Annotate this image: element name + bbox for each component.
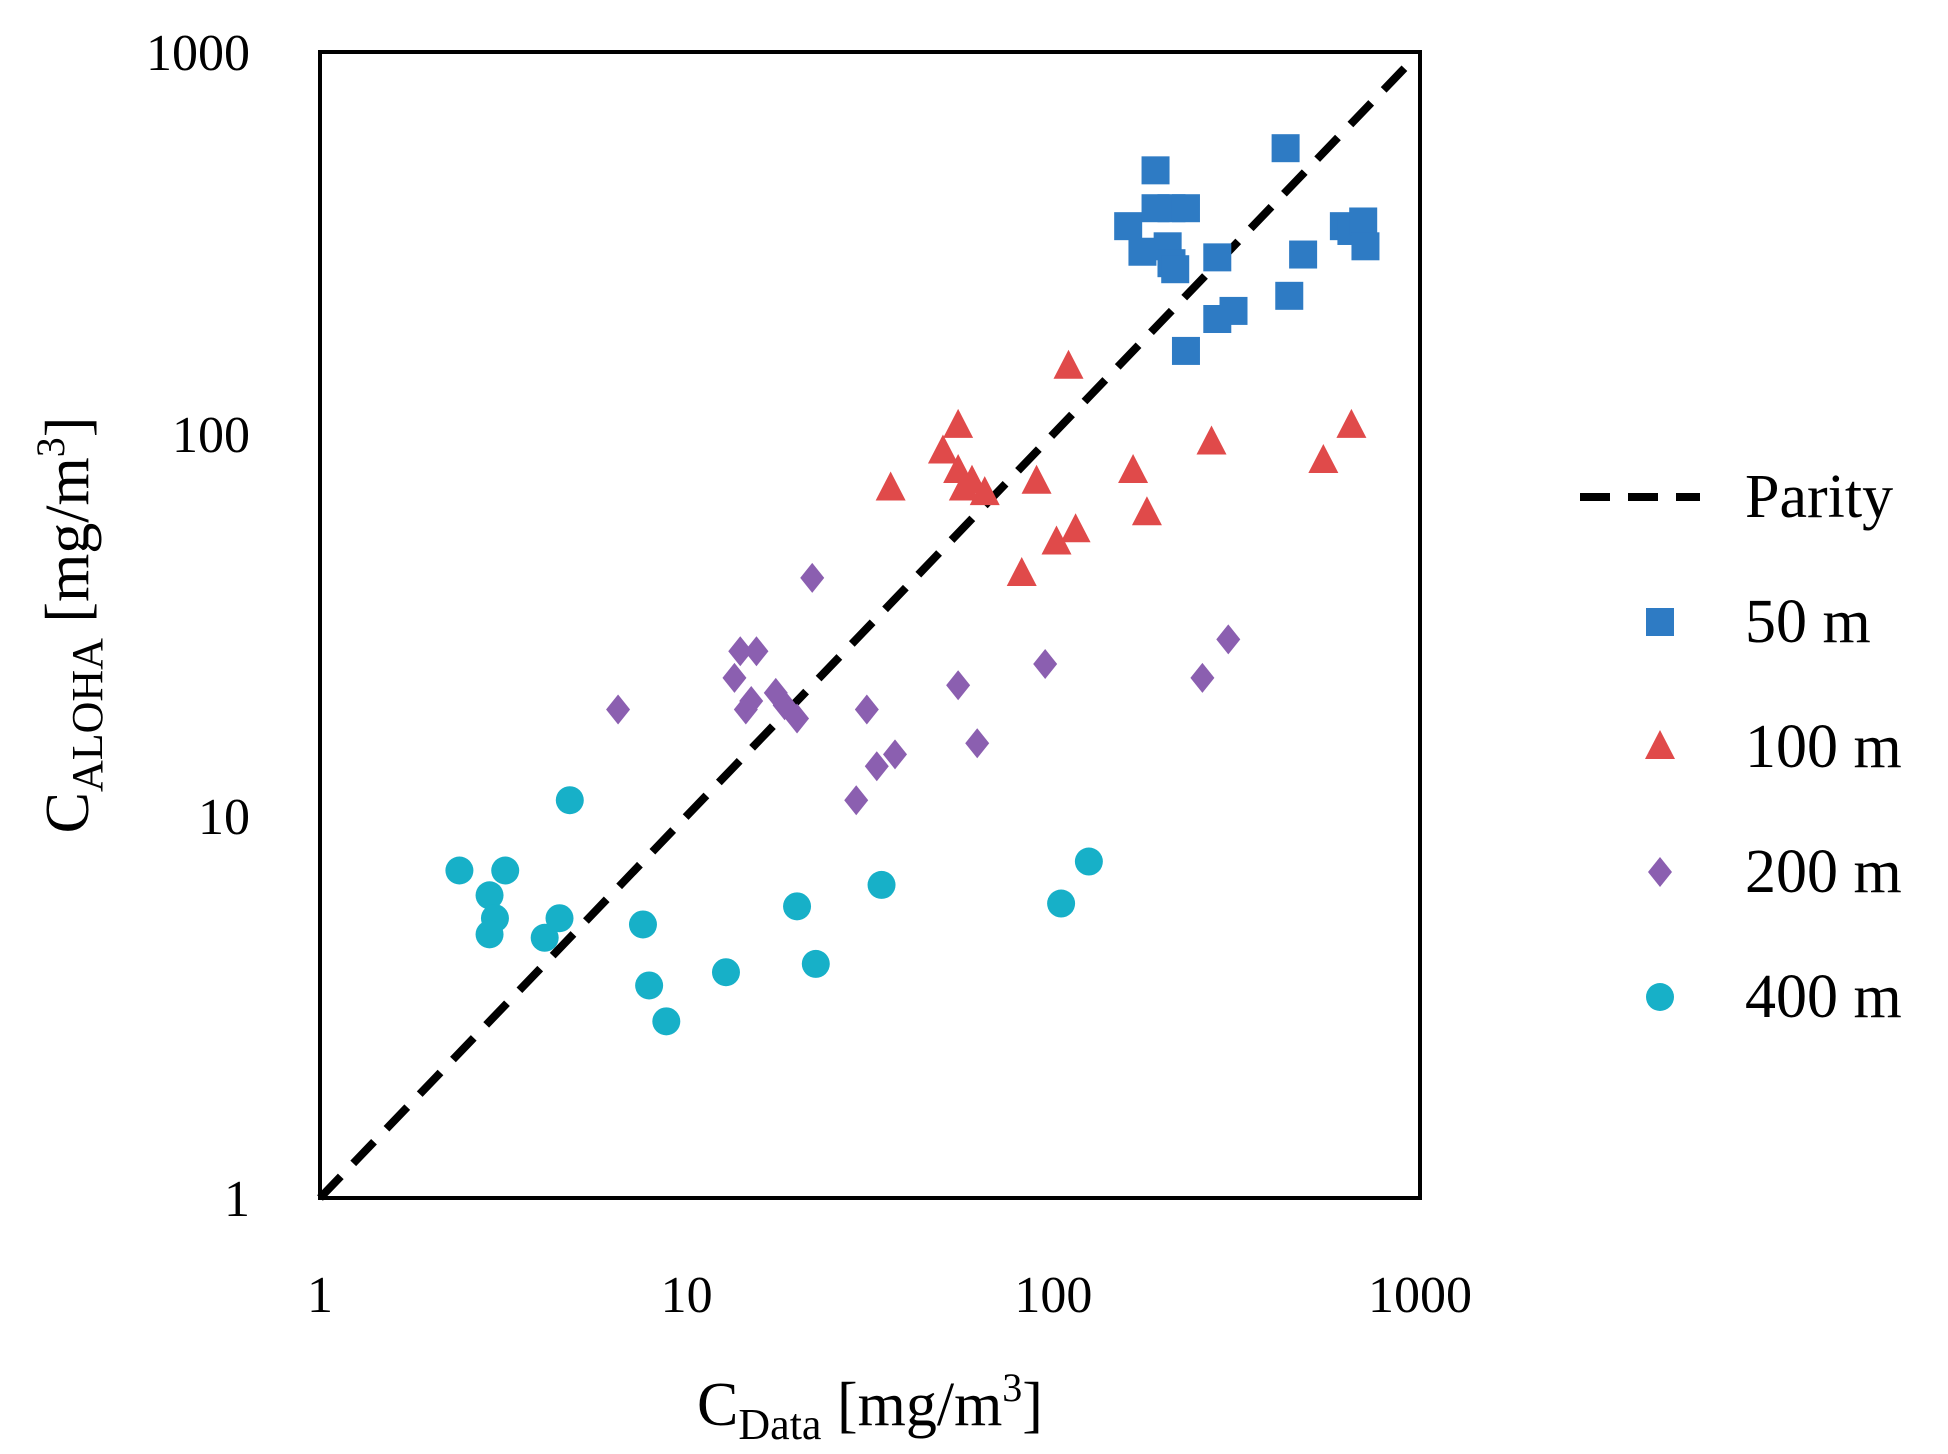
point-50-m [1171,336,1200,365]
point-50-m [1349,207,1378,236]
point-100-m [969,476,1000,506]
parity-line [317,63,1409,1201]
x-axis-label-close: ] [1022,1371,1043,1439]
x-axis-label-main: C [697,1371,738,1439]
plot-area-frame [318,50,1422,1200]
point-400-m [801,949,830,978]
point-50-m [1114,212,1143,241]
legend-swatch-400-m [1646,983,1674,1011]
point-100-m [1041,525,1072,555]
x-tick-label: 100 [1014,1267,1092,1324]
point-200-m [844,785,869,816]
point-50-m [1161,255,1190,284]
y-tick-labels: 1 10 100 1000 [146,25,250,1228]
point-50-m [1141,156,1170,185]
legend-label: Parity [1745,463,1893,531]
point-100-m [1006,557,1037,587]
point-100-m [1118,454,1149,484]
point-400-m [635,971,664,1000]
y-tick-label: 1000 [146,25,250,82]
y-axis-label-close: ] [34,417,102,438]
legend-label: 400 m [1745,963,1902,1031]
point-50-m [1171,194,1200,223]
legend-swatch-200-m [1648,857,1672,887]
legend-swatch-100-m [1645,730,1675,759]
y-tick-label: 100 [172,407,250,464]
point-200-m [785,703,810,734]
parity-line-layer [317,63,1409,1201]
point-400-m [1047,889,1076,918]
legend-swatch-50-m [1646,608,1674,636]
point-400-m [530,923,559,952]
point-100-m [1053,349,1084,379]
point-200-m [854,694,879,725]
x-axis-label-subscript: Data [738,1400,821,1449]
point-100-m [1196,425,1227,455]
legend-label: 200 m [1745,838,1902,906]
point-200-m [1033,648,1058,679]
x-axis-label-superscript: 3 [1002,1365,1022,1410]
y-axis-label-superscript: 3 [28,437,73,457]
point-200-m [946,670,971,701]
legend: Parity 50 m 100 m 200 m 400 m [1580,463,1902,1031]
point-400-m [445,856,474,885]
point-50-m [1271,134,1300,163]
point-400-m [1074,847,1103,876]
point-200-m [744,636,769,667]
point-50-m [1289,240,1318,269]
point-50-m [1203,305,1232,334]
point-100-m [1060,513,1091,543]
y-tick-label: 1 [224,1171,250,1228]
legend-label: 100 m [1745,713,1902,781]
point-200-m [733,694,758,725]
point-50-m [1128,237,1157,266]
point-100-m [1308,443,1339,473]
y-axis-label-main: C [34,792,102,833]
point-200-m [800,562,825,593]
x-tick-label: 1 [307,1267,333,1324]
x-tick-label: 1000 [1368,1267,1472,1324]
point-400-m [545,904,574,933]
point-200-m [722,662,747,693]
point-100-m [1021,464,1052,494]
point-100-m [943,408,974,438]
point-400-m [475,881,504,910]
point-100-m [1336,408,1367,438]
point-400-m [867,870,896,899]
point-100-m [948,471,979,501]
point-400-m [711,958,740,987]
x-tick-label: 10 [661,1267,713,1324]
y-axis-label: CALOHA [mg/m3] [28,417,112,834]
point-200-m [1216,624,1241,655]
point-400-m [652,1007,681,1036]
point-200-m [965,728,990,759]
point-400-m [555,786,584,815]
point-100-m [875,471,906,501]
point-400-m [783,892,812,921]
y-axis-label-subscript: ALOHA [63,638,112,792]
point-200-m [864,751,889,782]
point-50-m [1203,243,1232,272]
legend-label: 50 m [1745,588,1871,656]
point-200-m [1190,662,1215,693]
x-tick-labels: 1 10 100 1000 [307,1267,1472,1324]
x-axis-label-unit: [mg/m [821,1371,1002,1439]
point-100-m [1131,496,1162,526]
data-points-layer [445,134,1380,1036]
x-axis-label: CData [mg/m3] [697,1365,1043,1449]
point-400-m [475,920,504,949]
point-200-m [883,739,908,770]
y-tick-label: 10 [198,789,250,846]
point-400-m [491,856,520,885]
point-400-m [628,910,657,939]
y-axis-label-unit: [mg/m [34,457,102,638]
point-50-m [1275,281,1304,310]
point-200-m [728,636,753,667]
point-200-m [606,694,631,725]
point-100-m [927,434,958,464]
point-50-m [1351,232,1380,261]
